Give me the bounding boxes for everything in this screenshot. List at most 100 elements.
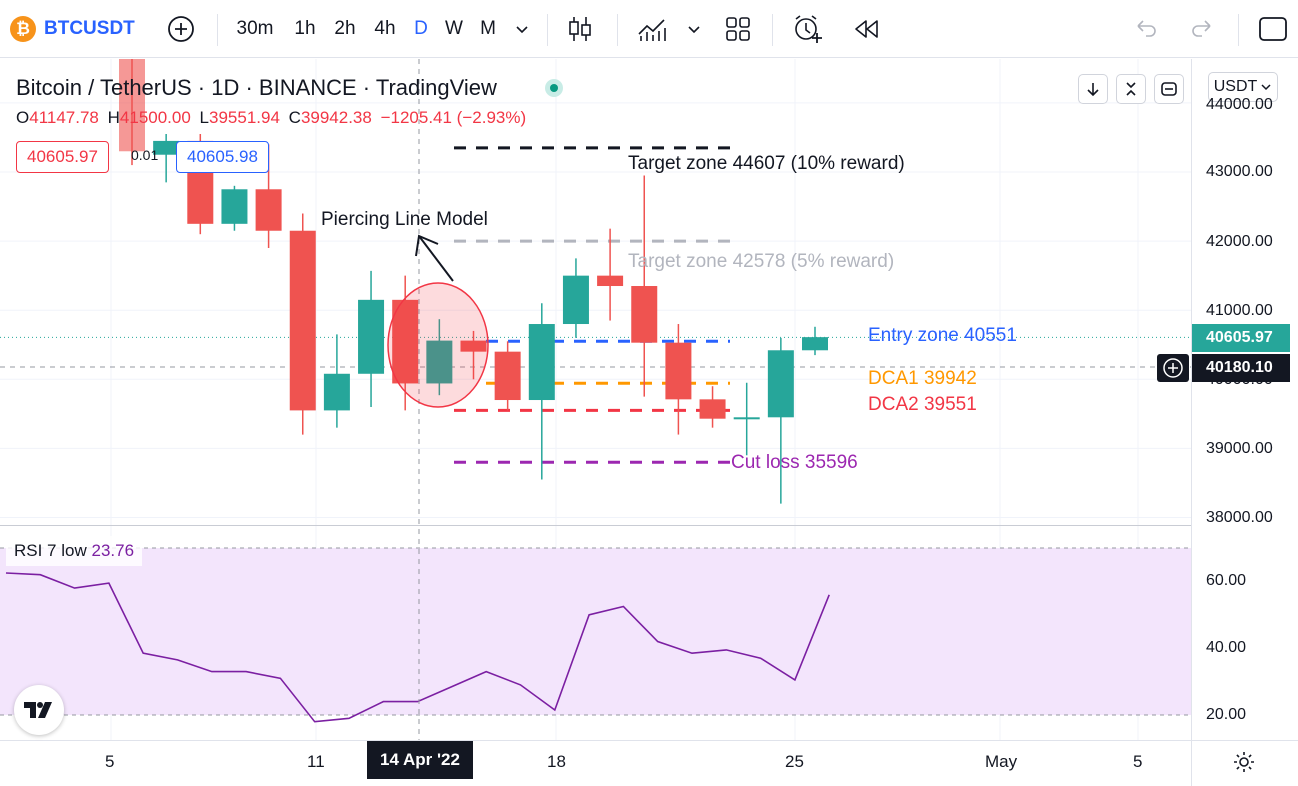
candle-body[interactable] xyxy=(460,340,487,352)
candle-body[interactable] xyxy=(699,399,726,419)
time-tick: 5 xyxy=(1133,752,1143,771)
add-order-button[interactable] xyxy=(1157,354,1189,382)
rsi-legend[interactable]: RSI 7 low 23.76 xyxy=(6,536,143,566)
bitcoin-icon: ₿ xyxy=(10,16,36,42)
maximize-pane-button[interactable] xyxy=(1154,74,1184,104)
replay-button[interactable] xyxy=(846,0,886,58)
toolbar-divider xyxy=(772,14,773,46)
rsi-value: 23.76 xyxy=(91,541,135,560)
timeframe-2h[interactable]: 2h xyxy=(334,18,356,39)
candle-body[interactable] xyxy=(323,373,350,411)
toolbar-divider xyxy=(1238,14,1239,46)
candle-body[interactable] xyxy=(221,189,248,224)
time-axis-border xyxy=(0,740,1298,741)
tradingview-logo[interactable] xyxy=(14,685,64,735)
currency-label: USDT xyxy=(1213,78,1258,95)
layout-button[interactable] xyxy=(718,0,758,58)
price-tick: 41000.00 xyxy=(1206,302,1273,319)
fullscreen-button[interactable] xyxy=(1254,0,1292,58)
redo-icon xyxy=(1192,20,1211,37)
chart-settings-button[interactable] xyxy=(1226,741,1262,783)
symbol-legend-title[interactable]: Bitcoin / TetherUS · 1D · BINANCE · Trad… xyxy=(16,75,497,100)
change-value: −1205.41 (−2.93%) xyxy=(380,108,527,127)
target-10-label[interactable]: Target zone 44607 (10% reward) xyxy=(628,153,905,174)
pane-separator[interactable] xyxy=(0,525,1191,526)
candle-body[interactable] xyxy=(802,337,828,351)
timeframe-dropdown-button[interactable] xyxy=(508,0,536,58)
symbol-search-button[interactable]: ₿ BTCUSDT xyxy=(10,0,150,58)
spread-value: 0.01 xyxy=(131,147,159,163)
add-symbol-button[interactable] xyxy=(165,0,197,58)
high-label: H xyxy=(107,108,120,127)
timeframe-m[interactable]: M xyxy=(480,18,496,39)
chart-type-button[interactable] xyxy=(560,0,600,58)
create-alert-button[interactable] xyxy=(788,0,828,58)
price-tick: 39000.00 xyxy=(1206,440,1273,457)
rsi-label: RSI 7 low xyxy=(14,541,87,560)
target-5-label[interactable]: Target zone 42578 (5% reward) xyxy=(628,251,895,272)
buy-price-button[interactable]: 40605.98 xyxy=(176,141,269,173)
redo-button[interactable] xyxy=(1186,0,1220,58)
indicators-dropdown-button[interactable] xyxy=(680,0,708,58)
timeframe-d[interactable]: D xyxy=(414,18,428,39)
time-tick: 18 xyxy=(547,752,566,771)
scroll-down-button[interactable] xyxy=(1078,74,1108,104)
plus-circle-icon xyxy=(1163,358,1183,378)
candle-body[interactable] xyxy=(494,351,521,401)
layout-icon xyxy=(726,17,750,41)
pattern-arrow-line[interactable] xyxy=(418,235,454,282)
replay-icon xyxy=(855,20,878,38)
fullscreen-icon xyxy=(1259,17,1287,41)
timeframe-w[interactable]: W xyxy=(445,18,463,39)
candle-body[interactable] xyxy=(733,417,760,420)
timeframe-1h[interactable]: 1h xyxy=(294,18,316,39)
chevron-down-icon xyxy=(516,26,528,34)
pattern-arrow-head[interactable] xyxy=(415,234,439,257)
pattern-highlight-circle[interactable] xyxy=(387,282,489,408)
candle-body[interactable] xyxy=(562,275,589,325)
chevron-down-icon xyxy=(688,26,700,34)
candle-body[interactable] xyxy=(289,230,316,411)
pattern-label[interactable]: Piercing Line Model xyxy=(321,209,488,230)
entry-label[interactable]: Entry zone 40551 xyxy=(868,325,1017,346)
rsi-line[interactable] xyxy=(5,572,830,723)
crosshair-price-tag: 40180.10 xyxy=(1192,354,1290,382)
currency-button[interactable]: USDT xyxy=(1208,72,1278,102)
sell-price-button[interactable]: 40605.97 xyxy=(16,141,109,173)
high-value: 41500.00 xyxy=(119,108,191,127)
indicators-icon xyxy=(638,19,666,41)
toolbar-divider xyxy=(617,14,618,46)
candle-body[interactable] xyxy=(255,189,282,231)
cut-loss-label[interactable]: Cut loss 35596 xyxy=(731,452,858,473)
time-tick: 11 xyxy=(307,752,325,771)
candle-body[interactable] xyxy=(528,324,555,401)
rsi-band xyxy=(0,548,1191,715)
candle-body[interactable] xyxy=(767,350,794,418)
candle-body[interactable] xyxy=(358,299,385,374)
candle-body[interactable] xyxy=(665,342,692,400)
candle-body[interactable] xyxy=(597,275,624,287)
dca2-label[interactable]: DCA2 39551 xyxy=(868,394,977,415)
close-label: C xyxy=(288,108,301,127)
close-value: 39942.38 xyxy=(300,108,372,127)
timeframe-4h[interactable]: 4h xyxy=(374,18,396,39)
candle-body[interactable] xyxy=(631,286,658,343)
toolbar-divider xyxy=(547,14,548,46)
last-price-tag: 40605.97 xyxy=(1192,324,1290,352)
timeframe-30m[interactable]: 30m xyxy=(236,18,274,39)
collapse-button[interactable] xyxy=(1116,74,1146,104)
candle-body[interactable] xyxy=(426,340,453,384)
market-open-status-icon xyxy=(545,79,563,97)
candle-body[interactable] xyxy=(153,140,180,155)
arrow-down-icon xyxy=(1087,83,1099,97)
tradingview-logo-icon xyxy=(24,702,52,718)
undo-button[interactable] xyxy=(1128,0,1162,58)
time-tick: May xyxy=(985,752,1018,771)
indicators-button[interactable] xyxy=(632,0,672,58)
price-tick: 42000.00 xyxy=(1206,233,1273,250)
candle-body[interactable] xyxy=(119,59,145,152)
candle-body[interactable] xyxy=(392,299,419,384)
dca1-label[interactable]: DCA1 39942 xyxy=(868,368,977,389)
